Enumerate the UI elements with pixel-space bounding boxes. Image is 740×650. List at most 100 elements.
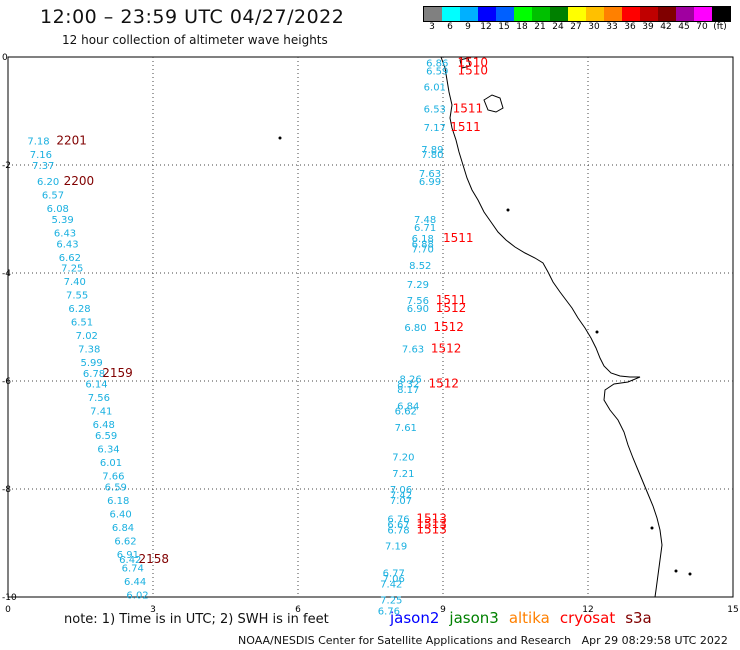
track-east-wave-height: 7.80 [421, 150, 443, 161]
coastline [440, 56, 663, 598]
colorbar-swatch [622, 7, 640, 21]
y-tick-label: -10 [2, 593, 17, 603]
track-east-wave-height: 7.63 [402, 345, 424, 356]
track-east-wave-height: 7.42 [380, 580, 402, 591]
plot-frame [7, 56, 734, 598]
colorbar-swatch [514, 7, 532, 21]
y-tick-label: -8 [2, 485, 11, 495]
x-tick-label: 0 [5, 605, 11, 615]
track-west-wave-height: 6.44 [124, 577, 146, 588]
island-mark [278, 136, 282, 140]
track-east-wave-height: 6.84 [397, 401, 419, 412]
colorbar-label: 3 [429, 22, 435, 32]
colorbar-label: 15 [498, 22, 510, 32]
track-west-wave-height: 6.91 [117, 550, 139, 561]
legend-jason3: jason3 [449, 609, 499, 627]
colorbar-swatch [568, 7, 586, 21]
track-west-wave-height: 7.37 [32, 161, 54, 172]
track-east-wave-height: 7.29 [407, 280, 429, 291]
track-west-wave-height: 6.08 [47, 204, 69, 215]
track-east-wave-height: 7.42 [390, 490, 412, 501]
track-east-time-label: 1513 [416, 512, 447, 526]
track-east-time-label: 1510 [458, 55, 489, 69]
track-west-wave-height: 6.43 [56, 239, 78, 250]
wave-height-colorbar [423, 6, 731, 22]
track-east-wave-height: 6.01 [424, 83, 446, 94]
colorbar-label: (ft) [713, 22, 727, 32]
colorbar-swatch [460, 7, 478, 21]
track-east-time-label: 1513 [416, 517, 447, 531]
track-east-wave-height: 6.18 [412, 234, 434, 245]
x-tick-label: 12 [582, 605, 593, 615]
track-west-wave-height: 6.43 [54, 229, 76, 240]
track-west-wave-height: 5.99 [81, 358, 103, 369]
colorbar-label: 12 [480, 22, 492, 32]
colorbar-label: 24 [552, 22, 564, 32]
track-west-time-label: 2201 [56, 134, 87, 148]
colorbar-swatch [694, 7, 712, 21]
track-west-wave-height: 6.20 [37, 177, 59, 188]
island-mark [650, 526, 654, 530]
track-east-wave-height: 7.48 [414, 215, 436, 226]
track-east-wave-height: 7.70 [412, 245, 434, 256]
track-west-wave-height: 6.01 [100, 458, 122, 469]
colorbar-label: 70 [696, 22, 708, 32]
track-east-wave-height: 7.20 [392, 453, 414, 464]
colorbar-swatch [640, 7, 658, 21]
track-east-time-label: 1511 [436, 293, 467, 307]
track-east-wave-height: 6.76 [387, 515, 409, 526]
track-east-wave-height: 7.17 [424, 123, 446, 134]
colorbar-label: 33 [606, 22, 618, 32]
track-east-wave-height: 6.67 [387, 520, 409, 531]
colorbar-label: 36 [624, 22, 636, 32]
track-west-wave-height: 7.25 [61, 264, 83, 275]
colorbar-swatch [478, 7, 496, 21]
track-west-wave-height: 6.02 [126, 590, 148, 601]
colorbar-swatch [658, 7, 676, 21]
track-west-wave-height: 7.02 [76, 331, 98, 342]
legend-cryosat: cryosat [559, 609, 616, 627]
track-east-time-label: 1510 [458, 64, 489, 78]
track-east-wave-height: 6.77 [383, 569, 405, 580]
track-east-time-label: 1511 [453, 101, 484, 115]
track-west-wave-height: 7.41 [90, 407, 112, 418]
track-east-time-label: 1512 [429, 377, 460, 391]
legend-altika: altika [508, 609, 550, 627]
track-west-wave-height: 6.74 [122, 563, 144, 574]
track-west-wave-height: 7.38 [78, 345, 100, 356]
colorbar-labels: 3 6 9 12 15 18 21 24 27 30 33 36 39 42 45 70 (ft) [423, 22, 729, 34]
track-west-time-label: 2159 [102, 366, 133, 380]
track-east-wave-height: 6.76 [378, 607, 400, 618]
track-east-wave-height: 6.59 [426, 67, 448, 78]
track-west-wave-height: 7.55 [66, 291, 88, 302]
track-east-wave-height: 7.61 [395, 423, 417, 434]
track-west-wave-height: 6.62 [59, 253, 81, 264]
track-east-wave-height: 8.26 [400, 374, 422, 385]
colorbar-swatch [496, 7, 514, 21]
track-east-wave-height: 6.71 [414, 223, 436, 234]
track-east-time-label: 1512 [436, 301, 467, 315]
track-east-wave-height: 6.90 [407, 304, 429, 315]
track-west-wave-height: 6.34 [97, 445, 119, 456]
track-east-wave-height: 7.19 [385, 542, 407, 553]
track-east-wave-height: 6.80 [404, 323, 426, 334]
track-west-wave-height: 7.40 [64, 277, 86, 288]
colorbar-swatch [424, 7, 442, 21]
y-tick-label: -4 [2, 269, 11, 279]
colorbar-label: 30 [588, 22, 600, 32]
track-east-wave-height: 7.56 [407, 296, 429, 307]
track-west-wave-height: 6.78 [83, 369, 105, 380]
track-east-wave-height: 7.21 [392, 469, 414, 480]
footnote: note: 1) Time is in UTC; 2) SWH is in fe… [64, 612, 329, 627]
track-east-wave-height: 8.52 [409, 261, 431, 272]
credit-line: NOAA/NESDIS Center for Satellite Applica… [238, 634, 728, 647]
track-west-wave-height: 5.39 [52, 215, 74, 226]
track-east-wave-height: 6.88 [412, 239, 434, 250]
colorbar-label: 45 [678, 22, 690, 32]
island-mark [688, 572, 692, 576]
track-west-wave-height: 6.51 [71, 318, 93, 329]
colorbar-swatch [604, 7, 622, 21]
track-west-time-label: 2200 [64, 174, 95, 188]
track-west-wave-height: 6.40 [110, 509, 132, 520]
